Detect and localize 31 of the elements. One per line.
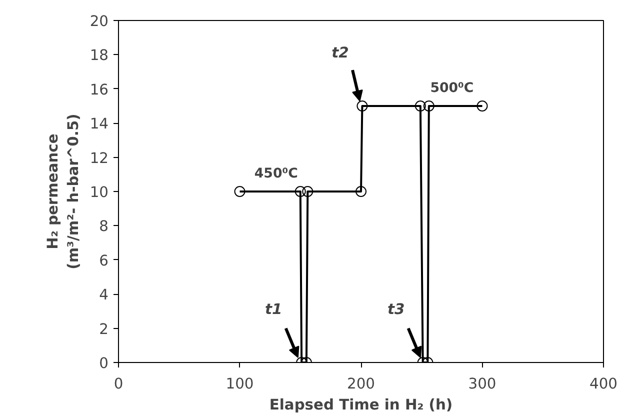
annotation: t2 (332, 44, 349, 62)
x-tick-label: 0 (114, 376, 124, 392)
y-tick-label: 0 (99, 355, 109, 372)
x-tick-label: 200 (347, 376, 375, 392)
x-tick-label: 400 (590, 376, 618, 392)
y-tick-label: 4 (99, 286, 109, 304)
point (302, 186, 314, 197)
y-tick-label: 20 (90, 13, 109, 30)
point (234, 186, 246, 197)
x-tick-label: 300 (468, 376, 496, 392)
point (423, 100, 434, 112)
point (294, 186, 306, 197)
annotation: 450⁰C (254, 166, 298, 182)
x-axis-title: Elapsed Time in H₂ (h) (269, 396, 453, 414)
point (476, 100, 488, 112)
y-tick-label: 14 (90, 116, 109, 133)
annotation: t1 (264, 301, 282, 318)
y-tick-label: 16 (90, 81, 109, 98)
y-tick-label: 6 (99, 252, 109, 270)
annotation: 500⁰C (430, 81, 474, 96)
y-tick-label: 10 (90, 184, 109, 201)
annotation: t3 (387, 301, 405, 318)
point (414, 100, 426, 112)
point (356, 186, 366, 197)
x-tick-label: 100 (226, 376, 254, 392)
y-tick-label: 18 (90, 47, 109, 64)
y-axis-title: H₂ permeance (m³/m²- h-bar^0.5) (44, 114, 82, 270)
y-tick-label: 12 (90, 150, 109, 167)
y-tick-label: 2 (99, 320, 109, 338)
point (356, 100, 368, 112)
y-tick-label: 8 (99, 218, 109, 236)
